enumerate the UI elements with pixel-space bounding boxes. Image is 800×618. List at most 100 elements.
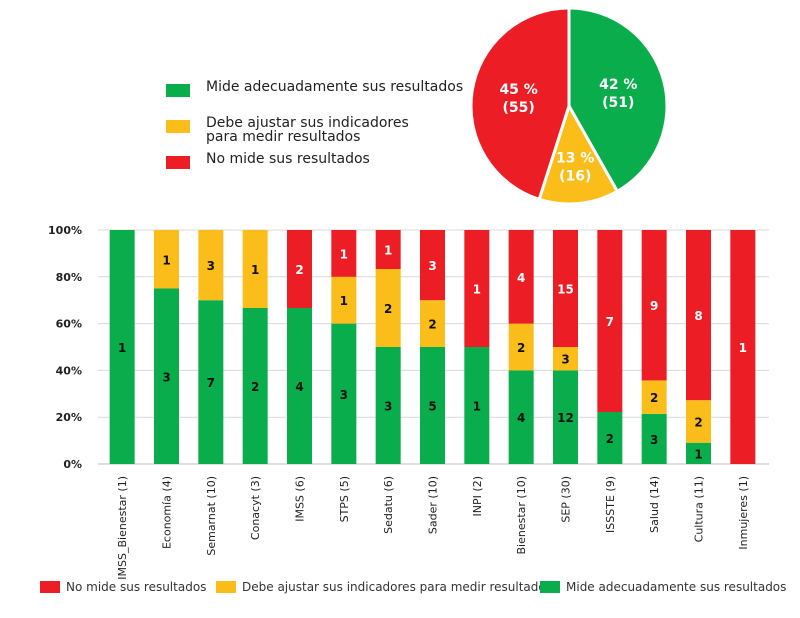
bar-segment xyxy=(331,230,357,277)
bar-segment xyxy=(242,230,268,308)
bar-segment xyxy=(730,230,756,464)
bar-segment xyxy=(508,323,534,371)
pie-legend-item-ajustar: Debe ajustar sus indicadores para medir … xyxy=(166,116,486,144)
bar-x-axis-labels: IMSS_Bienestar (1) Economía (4) Semarnat (… xyxy=(116,476,750,580)
x-tick-label: Economía (4) xyxy=(161,476,174,549)
x-tick-label: Sader (10) xyxy=(427,476,440,534)
y-tick-label: 20% xyxy=(56,411,82,424)
bar-segment xyxy=(420,230,445,301)
bar-segment xyxy=(375,230,401,269)
bar-segment xyxy=(464,230,490,347)
bar-segment xyxy=(508,230,534,324)
bar-segment-label: 1 xyxy=(384,244,392,258)
x-tick-label: Sedatu (6) xyxy=(382,476,395,534)
legend-label: Debe ajustar sus indicadores para medir … xyxy=(242,580,552,594)
legend-label: No mide sus resultados xyxy=(66,580,207,594)
y-tick-label: 40% xyxy=(56,364,82,377)
bar-segment-label: 2 xyxy=(606,432,614,446)
pie-slice-count-label: (55) xyxy=(503,100,535,116)
bar-segment xyxy=(641,380,667,414)
bar-segment xyxy=(553,347,578,371)
x-tick-label: Inmujeres (1) xyxy=(737,476,750,550)
bar-segment xyxy=(154,288,179,464)
x-tick-label: ISSSTE (9) xyxy=(604,476,617,533)
bar-segment-label: 2 xyxy=(517,341,525,355)
bar-segment-label: 4 xyxy=(295,380,303,394)
x-tick-label: Semarnat (10) xyxy=(205,476,218,556)
bar-segment-label: 2 xyxy=(251,380,259,394)
x-tick-label: SEP (30) xyxy=(560,476,573,523)
bar-segment-label: 2 xyxy=(694,415,702,429)
pie-slice-percent-label: 42 % xyxy=(599,77,637,93)
bar-segment-label: 1 xyxy=(251,263,259,277)
bar-segment-label: 1 xyxy=(473,283,481,297)
pie-legend-item-mide: Mide adecuadamente sus resultados xyxy=(166,80,486,97)
x-tick-label: INPI (2) xyxy=(471,476,484,516)
pie-labels: 42 % (51) 13 % (16) 45 % (55) xyxy=(499,77,637,184)
bar-segment xyxy=(375,269,401,347)
legend-swatch-yellow xyxy=(216,581,236,593)
bar-segment-label: 1 xyxy=(473,400,481,414)
stacked-bar-chart: 0%20%40%60%80%100% 131732142311321523114… xyxy=(48,224,769,580)
bar-segment xyxy=(686,442,711,464)
bar-segment xyxy=(287,230,312,308)
bar-segment xyxy=(641,230,667,381)
bar-segment xyxy=(198,300,224,464)
bar-legend-item-ajustar: Debe ajustar sus indicadores para medir … xyxy=(216,580,552,594)
bar-y-axis-ticks: 0% 20% 40% 60% 80% 100% xyxy=(48,224,82,471)
bar-segments xyxy=(109,230,756,464)
bar-segment xyxy=(420,347,445,464)
bar-legend-item-no-mide: No mide sus resultados xyxy=(40,580,206,594)
bar-segment-label: 7 xyxy=(207,376,215,390)
legend-swatch-green xyxy=(540,581,560,593)
bar-segment-label: 3 xyxy=(207,259,215,273)
bar-segment-label: 1 xyxy=(739,341,747,355)
bar-segment-label: 3 xyxy=(162,370,170,384)
legend-swatch-red xyxy=(166,156,190,169)
legend-label-line2: para medir resultados xyxy=(206,129,361,145)
legend-label: No mide sus resultados xyxy=(206,151,370,167)
x-tick-label: Conacyt (3) xyxy=(249,476,262,540)
legend-label: Debe ajustar sus indicadores para medir … xyxy=(206,116,409,144)
bar-segment-label: 2 xyxy=(428,318,436,332)
bar-segment-label: 2 xyxy=(384,302,392,316)
bar-segment xyxy=(508,370,534,464)
bar-segment xyxy=(553,230,578,347)
bar-segment xyxy=(109,230,135,464)
bar-segment-label: 7 xyxy=(606,315,614,329)
bar-segment xyxy=(375,347,401,464)
bar-segment-label: 1 xyxy=(340,294,348,308)
bar-segment-label: 3 xyxy=(340,388,348,402)
bar-segment xyxy=(597,412,623,464)
x-tick-label: STPS (5) xyxy=(338,476,351,522)
bar-segment xyxy=(686,400,711,443)
x-tick-label: IMSS (6) xyxy=(294,476,307,522)
bar-segment xyxy=(641,413,667,464)
pie-slices xyxy=(469,6,669,206)
bar-legend-item-mide: Mide adecuadamente sus resultados xyxy=(540,580,786,594)
pie-slice-percent-label: 45 % xyxy=(499,82,537,98)
legend-label: Mide adecuadamente sus resultados xyxy=(206,79,464,95)
bar-legend: No mide sus resultados Debe ajustar sus … xyxy=(0,580,800,600)
x-tick-label: Salud (14) xyxy=(648,476,661,533)
y-tick-label: 0% xyxy=(63,458,82,471)
y-tick-label: 60% xyxy=(56,318,82,331)
x-tick-label: Cultura (11) xyxy=(693,476,706,542)
bar-segment xyxy=(597,230,623,412)
pie-legend-item-no-mide: No mide sus resultados xyxy=(166,152,486,169)
pie-slice-count-label: (16) xyxy=(559,168,591,184)
bar-segment xyxy=(242,308,268,464)
pie-slice xyxy=(537,102,620,206)
pie-chart: 42 % (51) 13 % (16) 45 % (55) xyxy=(469,6,669,206)
y-tick-label: 80% xyxy=(56,271,82,284)
bar-segment xyxy=(686,230,711,401)
bar-segment-label: 3 xyxy=(428,259,436,273)
bar-segment xyxy=(553,370,578,464)
bar-segment xyxy=(287,308,312,464)
bar-segment-label: 3 xyxy=(650,433,658,447)
legend-swatch-green xyxy=(166,84,190,97)
bar-segment-label: 15 xyxy=(557,283,574,297)
bar-segment-label: 9 xyxy=(650,299,658,313)
bar-segment-label: 2 xyxy=(295,263,303,277)
bar-segment-label: 4 xyxy=(517,271,525,285)
